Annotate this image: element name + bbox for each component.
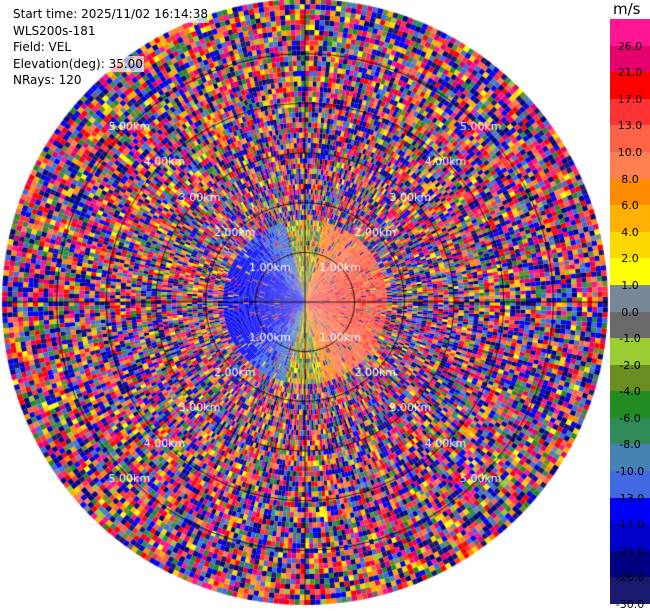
colorbar-segment xyxy=(610,151,650,180)
colorbar-segment xyxy=(610,471,650,499)
colorbar-unit: m/s xyxy=(613,0,641,18)
scan-info: Start time: 2025/11/02 16:14:38 WLS200s-… xyxy=(12,6,209,89)
colorbar-tick-label: -13.0 xyxy=(615,491,645,505)
colorbar-segment xyxy=(610,98,650,126)
colorbar-segment xyxy=(610,231,650,259)
colorbar-segment xyxy=(610,577,650,605)
colorbar-segment xyxy=(610,178,650,206)
colorbar-segment xyxy=(610,524,650,552)
colorbar-tick-label: 0.0 xyxy=(621,305,639,319)
colorbar-tick-label: 17.0 xyxy=(617,92,643,106)
colorbar-segment xyxy=(610,364,650,392)
colorbar-tick-label: 13.0 xyxy=(617,119,643,133)
colorbar-segment xyxy=(610,125,650,153)
colorbar-segment xyxy=(610,72,650,100)
colorbar-segment xyxy=(610,550,650,578)
colorbar-segment xyxy=(610,19,650,47)
colorbar-segment xyxy=(610,311,650,339)
colorbar-segment xyxy=(610,497,650,525)
colorbar-segment xyxy=(610,391,650,419)
colorbar-tick-label: 4.0 xyxy=(621,225,639,239)
colorbar-tick-label: -17.0 xyxy=(615,518,645,532)
station-text: WLS200s-181 xyxy=(12,22,97,39)
colorbar-tick-label: -1.0 xyxy=(619,332,641,346)
nrays-text: NRays: 120 xyxy=(12,72,83,89)
colorbar-tick-label: 8.0 xyxy=(621,172,639,186)
colorbar-segment xyxy=(610,258,650,286)
field-text: Field: VEL xyxy=(12,39,73,56)
colorbar-tick-label: -21.0 xyxy=(615,544,645,558)
colorbar-segment xyxy=(610,338,650,366)
colorbar-tick-label: 26.0 xyxy=(617,39,643,53)
colorbar-tick-label: 1.0 xyxy=(621,278,639,292)
colorbar-tick-label: 10.0 xyxy=(617,145,643,159)
colorbar-tick-label: -6.0 xyxy=(619,411,641,425)
start-time-text: Start time: 2025/11/02 16:14:38 xyxy=(12,6,209,23)
colorbar-segment xyxy=(610,205,650,233)
colorbar-segment xyxy=(610,444,650,472)
colorbar-tick-label: -2.0 xyxy=(619,358,641,372)
colorbar-tick-label: -10.0 xyxy=(615,465,645,479)
colorbar-tick-label: -26.0 xyxy=(615,571,645,585)
colorbar-segment xyxy=(610,417,650,445)
colorbar-segment xyxy=(610,45,650,73)
colorbar: 26.0 21.0 17.0 13.0 10.0 8.0 6.0 4.0 2.0 1.0 0.0 -1… xyxy=(610,19,650,611)
colorbar-tick-label: -4.0 xyxy=(619,385,641,399)
colorbar-tick-label: 6.0 xyxy=(621,199,639,213)
colorbar-tick-label: -30.0 xyxy=(615,598,645,611)
elevation-text: Elevation(deg): 35.00 xyxy=(12,55,144,72)
colorbar-segment xyxy=(610,284,650,312)
colorbar-tick-label: 21.0 xyxy=(617,66,643,80)
colorbar-tick-label: 2.0 xyxy=(621,252,639,266)
colorbar-tick-label: -8.0 xyxy=(619,438,641,452)
